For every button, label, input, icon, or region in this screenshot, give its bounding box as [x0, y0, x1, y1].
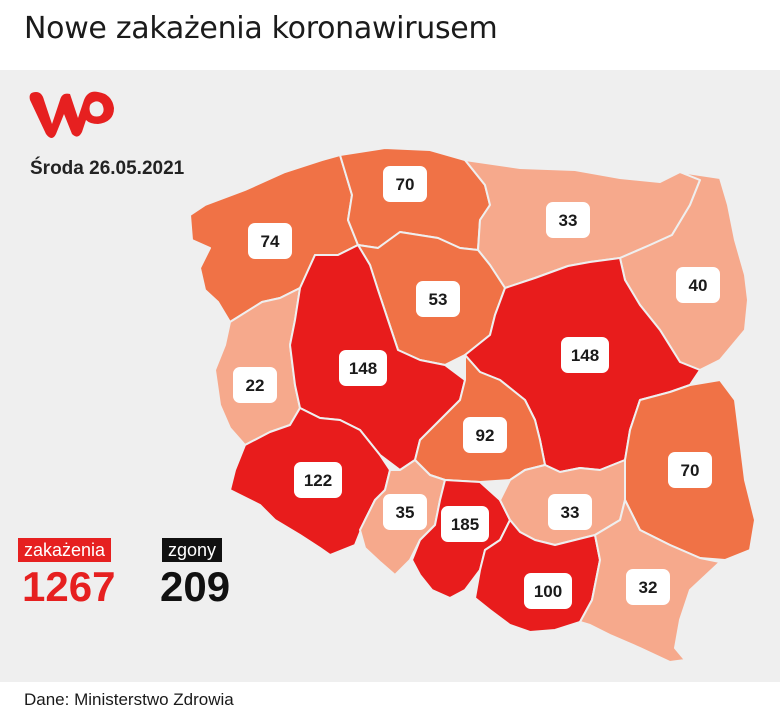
region-label-box — [248, 223, 292, 259]
region-label-box — [294, 462, 342, 498]
date-label: Środa 26.05.2021 — [30, 158, 185, 179]
region-label-dolnoslaskie: 122 — [294, 462, 342, 498]
region-value: 100 — [534, 582, 562, 601]
region-value: 53 — [429, 290, 448, 309]
region-label-box — [339, 350, 387, 386]
region-label-box — [524, 573, 572, 609]
wp-logo-icon — [29, 91, 115, 138]
region-label-swietokrzyskie: 33 — [548, 494, 592, 530]
region-value: 74 — [261, 232, 280, 251]
region-label-zachodniopomorskie: 74 — [248, 223, 292, 259]
region-label-box — [233, 367, 277, 403]
region-value: 92 — [476, 426, 495, 445]
region-label-box — [626, 569, 670, 605]
region-label-mazowieckie: 148 — [561, 337, 609, 373]
region-label-lubuskie: 22 — [233, 367, 277, 403]
data-source: Dane: Ministerstwo Zdrowia — [24, 690, 234, 709]
region-label-lubelskie: 70 — [668, 452, 712, 488]
region-label-box — [383, 166, 427, 202]
region-label-box — [441, 506, 489, 542]
region-value: 40 — [689, 276, 708, 295]
region-label-malopolskie: 100 — [524, 573, 572, 609]
region-value: 148 — [571, 346, 599, 365]
page-title: Nowe zakażenia koronawirusem — [24, 11, 498, 46]
region-label-slaskie: 185 — [441, 506, 489, 542]
region-label-box — [463, 417, 507, 453]
region-label-wielkopolskie: 148 — [339, 350, 387, 386]
region-label-opolskie: 35 — [383, 494, 427, 530]
region-value: 122 — [304, 471, 332, 490]
region-value: 185 — [451, 515, 479, 534]
region-value: 33 — [561, 503, 580, 522]
region-label-box — [668, 452, 712, 488]
region-label-warminsko-mazurskie: 33 — [546, 202, 590, 238]
cases-legend-tag: zakażenia — [18, 538, 112, 562]
cases-total: 1267 — [22, 563, 116, 610]
region-value: 148 — [349, 359, 377, 378]
region-label-box — [676, 267, 720, 303]
region-label-pomorskie: 70 — [383, 166, 427, 202]
logo-w-shape — [29, 91, 115, 138]
region-label-box — [548, 494, 592, 530]
region-value: 32 — [639, 578, 658, 597]
deaths-legend-tag: zgony — [162, 538, 223, 562]
region-label-kujawsko-pomorskie: 53 — [416, 281, 460, 317]
region-label-lodzkie: 92 — [463, 417, 507, 453]
region-value: 22 — [246, 376, 265, 395]
region-label-podlaskie: 40 — [676, 267, 720, 303]
deaths-total: 209 — [160, 563, 231, 610]
region-label-box — [561, 337, 609, 373]
region-value: 33 — [559, 211, 578, 230]
region-value: 70 — [681, 461, 700, 480]
region-label-box — [416, 281, 460, 317]
region-value: 35 — [396, 503, 415, 522]
region-label-box — [383, 494, 427, 530]
region-value: 70 — [396, 175, 415, 194]
region-label-podkarpackie: 32 — [626, 569, 670, 605]
region-label-box — [546, 202, 590, 238]
